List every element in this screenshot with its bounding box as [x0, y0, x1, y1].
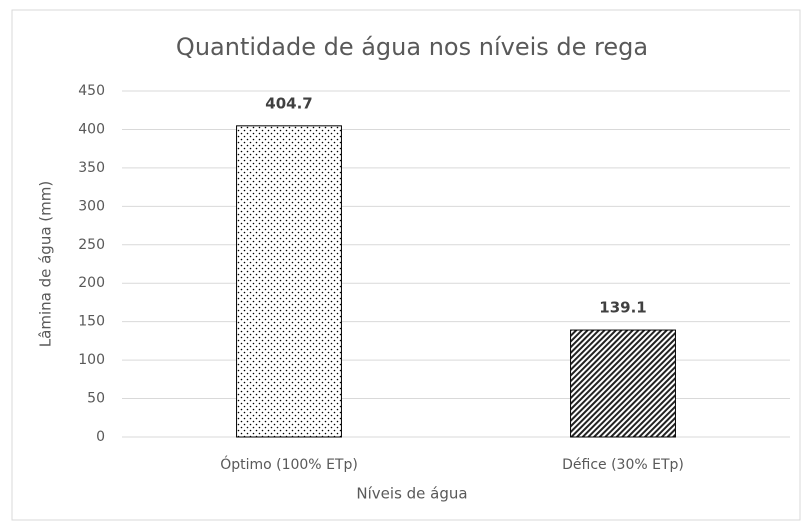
- data-label: 404.7: [265, 94, 312, 112]
- x-axis-title: Níveis de água: [356, 485, 467, 503]
- y-tick-label: 300: [78, 198, 105, 214]
- y-tick-label: 450: [78, 83, 105, 99]
- y-axis-title: Lâmina de água (mm): [37, 181, 55, 347]
- chart-title: Quantidade de água nos níveis de rega: [176, 33, 648, 61]
- y-tick-label: 0: [96, 429, 105, 445]
- bar: [236, 125, 342, 438]
- y-tick-label: 100: [78, 352, 105, 368]
- y-tick-label: 250: [78, 237, 105, 253]
- x-tick-label: Défice (30% ETp): [562, 457, 684, 473]
- y-tick-label: 50: [87, 391, 105, 407]
- y-tick-label: 200: [78, 275, 105, 291]
- y-tick-label: 150: [78, 314, 105, 330]
- x-tick-label: Óptimo (100% ETp): [220, 455, 358, 473]
- y-tick-label: 400: [78, 121, 105, 137]
- bar: [570, 329, 676, 438]
- chart-border: [11, 9, 801, 521]
- data-label: 139.1: [599, 299, 646, 317]
- y-tick-label: 350: [78, 160, 105, 176]
